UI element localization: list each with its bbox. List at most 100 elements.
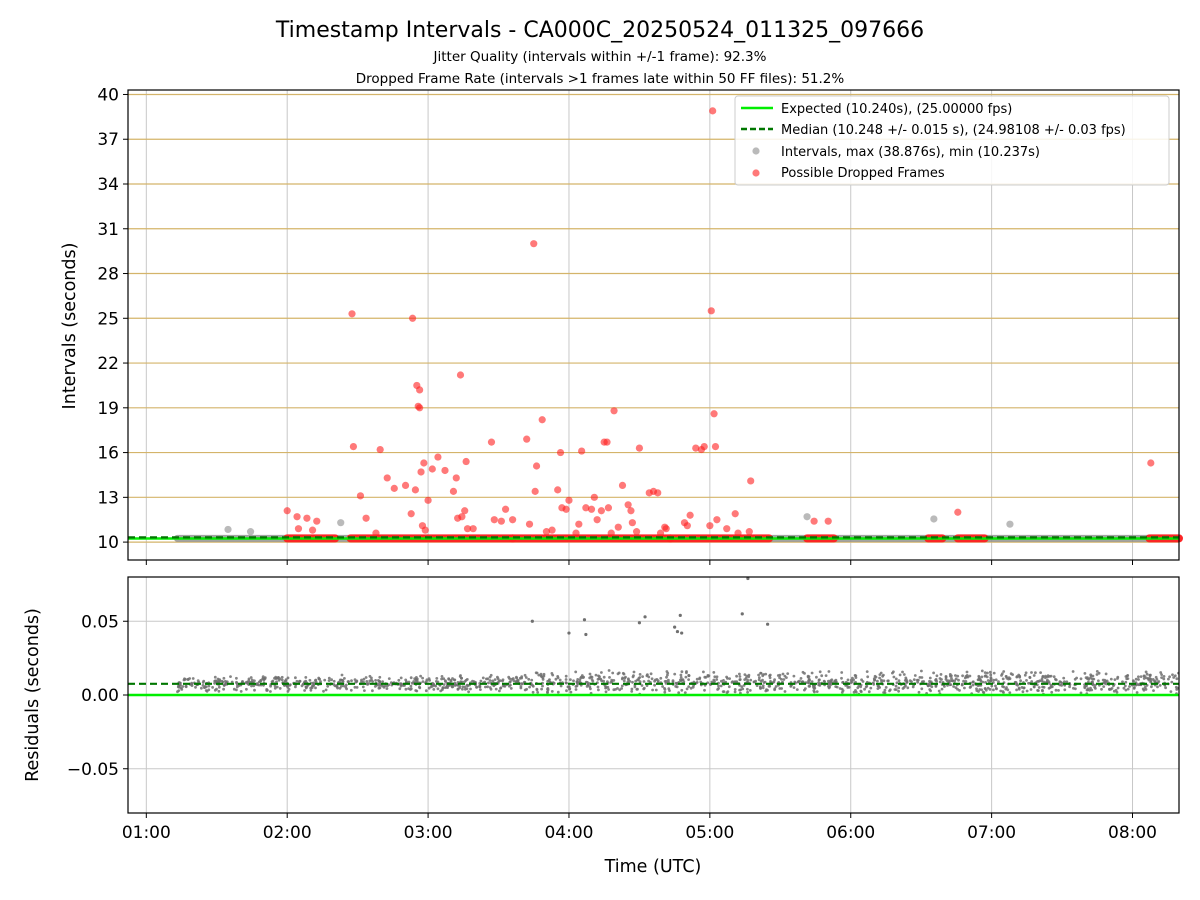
residual-point	[1063, 680, 1066, 684]
dropped-frame-point	[954, 508, 962, 516]
residual-point	[365, 680, 369, 683]
residual-point	[440, 688, 444, 692]
residual-point	[1159, 671, 1163, 674]
residual-point	[418, 685, 421, 689]
residual-point	[213, 681, 217, 685]
residual-point	[1162, 677, 1166, 681]
residual-point	[523, 673, 527, 677]
residual-point	[498, 689, 501, 693]
residual-point	[766, 688, 769, 692]
residual-point	[217, 679, 221, 683]
residual-point	[712, 678, 716, 682]
dropped-frame-point	[348, 310, 356, 318]
dropped-frame-point	[565, 496, 573, 504]
residual-point	[1004, 675, 1008, 678]
legend: Expected (10.240s), (25.00000 fps) Media…	[734, 95, 1170, 186]
residual-point	[565, 681, 568, 685]
residual-outlier	[740, 612, 744, 616]
residual-point	[1137, 675, 1140, 679]
residual-point	[1025, 689, 1029, 693]
residual-point	[897, 689, 900, 693]
residual-point	[892, 675, 896, 679]
residual-point	[501, 679, 504, 683]
residual-point	[611, 671, 615, 675]
residual-point	[364, 676, 368, 679]
residual-point	[1002, 670, 1006, 673]
residual-point	[815, 690, 819, 693]
residual-point	[440, 677, 443, 681]
residual-point	[604, 690, 608, 694]
residual-point	[981, 680, 985, 684]
dropped-frame-point	[421, 526, 429, 534]
residual-point	[273, 684, 277, 688]
residual-point	[1025, 679, 1028, 682]
residual-point	[1167, 677, 1170, 681]
residual-point	[602, 675, 606, 679]
residual-point	[1083, 672, 1087, 675]
residual-point	[1042, 685, 1046, 689]
residual-point	[435, 677, 439, 680]
residual-point	[810, 671, 814, 675]
residual-point	[883, 691, 887, 695]
dropped-frame-point	[614, 523, 622, 531]
residual-point	[342, 684, 345, 688]
residual-point	[939, 673, 943, 676]
residual-point	[638, 673, 642, 676]
residual-point	[647, 675, 651, 679]
residual-point	[323, 678, 327, 682]
residual-point	[425, 678, 429, 682]
residual-point	[920, 669, 923, 673]
interval-point	[337, 519, 345, 527]
residual-point	[689, 686, 693, 690]
residual-point	[1100, 687, 1103, 691]
residual-point	[795, 688, 799, 691]
residual-point	[1151, 678, 1155, 681]
residual-point	[702, 670, 705, 674]
residual-point	[897, 686, 901, 690]
residual-point	[454, 683, 457, 686]
residual-point	[934, 685, 938, 688]
residual-point	[1030, 680, 1034, 683]
residual-outlier	[530, 619, 534, 623]
residual-point	[568, 687, 571, 691]
residual-point	[461, 685, 465, 689]
residual-point	[1017, 687, 1021, 691]
residual-point	[1102, 685, 1106, 688]
residual-point	[1091, 674, 1095, 678]
residual-point	[981, 690, 985, 694]
residual-point	[757, 673, 760, 677]
residual-point	[269, 684, 272, 688]
residual-point	[461, 687, 464, 691]
residual-point	[918, 676, 922, 679]
residual-point	[1037, 686, 1041, 689]
residual-point	[632, 670, 636, 674]
residual-point	[1114, 688, 1118, 692]
residual-point	[596, 685, 600, 689]
residual-point	[1079, 691, 1083, 695]
residual-point	[552, 681, 556, 685]
residual-point	[1172, 676, 1176, 679]
residual-point	[680, 688, 684, 692]
residual-point	[250, 678, 254, 682]
residual-point	[551, 673, 555, 677]
residual-point	[466, 684, 470, 688]
dropped-frame-point	[463, 525, 472, 533]
residual-point	[383, 684, 387, 688]
interval-point	[803, 513, 811, 521]
residual-point	[994, 678, 998, 682]
residual-point	[491, 679, 495, 683]
y-tick-label: 37	[97, 130, 119, 150]
residual-point	[965, 670, 969, 674]
residual-point	[1001, 690, 1005, 693]
residual-point	[1079, 677, 1083, 681]
residual-point	[286, 690, 290, 693]
residual-point	[722, 679, 725, 682]
residual-point	[556, 676, 560, 680]
dropped-frame-point	[593, 516, 601, 524]
residual-point	[780, 687, 783, 690]
residual-point	[559, 684, 563, 688]
residual-point	[1113, 678, 1117, 681]
residual-point	[715, 675, 719, 679]
residual-point	[594, 673, 598, 677]
residual-point	[706, 674, 710, 678]
